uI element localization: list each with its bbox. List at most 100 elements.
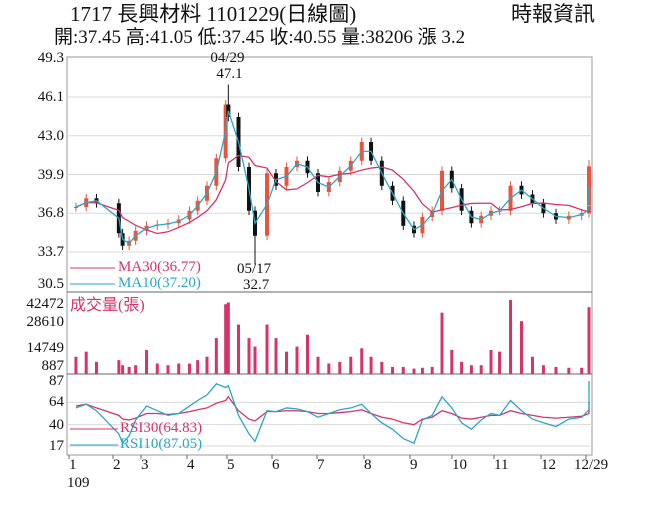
volume-bar xyxy=(177,363,181,374)
month-label: 4 xyxy=(187,457,195,473)
volume-bar xyxy=(554,366,558,374)
volume-bar xyxy=(420,367,424,374)
month-label: 2 xyxy=(113,457,121,473)
volume-bar xyxy=(155,363,159,374)
volume-bar xyxy=(237,324,240,374)
rsi-tick-label: 64 xyxy=(49,394,64,411)
volume-tick-label: 14749 xyxy=(26,340,65,356)
plot-frame xyxy=(66,56,593,456)
volume-bar xyxy=(520,321,523,374)
month-label: 5 xyxy=(227,457,235,473)
annotation-date: 04/29 xyxy=(210,50,245,66)
volume-bar xyxy=(145,349,149,374)
rsi-tick-label: 17 xyxy=(49,438,64,454)
year-label: 109 xyxy=(67,475,90,491)
volume-bar xyxy=(187,363,191,374)
volume-bar xyxy=(166,365,170,374)
rsi10-legend: RSI10(87.05) xyxy=(120,436,203,452)
volume-bar xyxy=(196,360,200,374)
month-label: 10 xyxy=(452,457,467,473)
price-tick-label: 46.1 xyxy=(37,89,64,105)
chart-title: 1717 長興材料 1101229(日線圖) xyxy=(70,2,357,26)
volume-bar xyxy=(134,365,138,374)
volume-bar xyxy=(285,351,288,374)
volume-bar xyxy=(224,304,228,374)
volume-bar xyxy=(509,300,513,374)
volume-bar xyxy=(530,356,534,374)
month-label: 1 xyxy=(69,457,77,473)
month-label: 11 xyxy=(494,457,509,473)
month-label: 9 xyxy=(410,457,418,473)
month-label: 12 xyxy=(541,457,556,473)
volume-bar xyxy=(440,312,444,374)
rsi30-legend: RSI30(64.83) xyxy=(120,420,203,436)
volume-bar xyxy=(274,338,278,374)
volume-bar xyxy=(412,368,416,374)
volume-bar xyxy=(74,356,78,374)
annotation-value: 32.7 xyxy=(243,277,270,293)
rsi-tick-label: 40 xyxy=(49,416,64,433)
price-tick-label: 36.8 xyxy=(37,205,64,222)
volume-bar xyxy=(306,334,309,374)
volume-bar xyxy=(587,307,591,374)
volume-bar xyxy=(380,361,384,374)
volume-bar xyxy=(580,367,584,374)
volume-bar xyxy=(327,363,331,374)
volume-bar xyxy=(498,351,502,374)
annotation-value: 47.1 xyxy=(216,66,243,82)
volume-tick-label: 28610 xyxy=(26,314,65,330)
volume-bar xyxy=(430,366,434,374)
volume-bar xyxy=(360,348,364,374)
volume-bar xyxy=(460,361,464,374)
volume-bar xyxy=(401,366,405,374)
volume-bar xyxy=(541,365,545,374)
volume-bar xyxy=(205,356,209,374)
month-label: 3 xyxy=(141,457,149,473)
volume-bar xyxy=(214,338,218,374)
volume-bar xyxy=(265,324,269,374)
ma30-legend: MA30(36.77) xyxy=(118,259,201,275)
volume-bar xyxy=(253,346,257,374)
volume-bar xyxy=(469,365,473,374)
annotation-date: 05/17 xyxy=(237,261,272,277)
ma30-line xyxy=(75,154,590,235)
volume-tick-label: 42472 xyxy=(26,296,65,312)
volume-bar xyxy=(567,367,571,374)
volume-bar xyxy=(450,349,454,374)
volume-bar xyxy=(369,356,373,374)
ma10-legend: MA10(37.20) xyxy=(118,275,201,291)
volume-bar xyxy=(247,338,251,374)
source-label: 時報資訊 xyxy=(511,2,595,26)
rsi-tick-label: 87 xyxy=(49,373,64,389)
volume-bar xyxy=(316,356,320,374)
price-tick-label: 49.3 xyxy=(37,50,64,66)
volume-bar xyxy=(349,356,353,374)
volume-bar xyxy=(489,349,493,374)
candle-body xyxy=(587,166,591,206)
month-label: 6 xyxy=(272,457,280,473)
price-tick-label: 30.5 xyxy=(37,276,64,292)
price-tick-label: 33.7 xyxy=(37,244,64,260)
month-label: 8 xyxy=(364,457,372,473)
rsi10-line xyxy=(75,380,590,445)
ma10-line xyxy=(75,110,590,245)
volume-bar xyxy=(391,366,395,374)
volume-bar xyxy=(226,302,230,374)
candle-body xyxy=(73,207,78,208)
volume-tick-label: 887 xyxy=(41,358,65,374)
volume-bar xyxy=(295,346,299,374)
volume-title: 成交量(張) xyxy=(70,297,145,314)
month-label: 7 xyxy=(317,457,325,473)
price-tick-label: 39.9 xyxy=(37,166,64,183)
quote-summary: 開:37.45 高:41.05 低:37.45 收:40.55 量:38206 … xyxy=(54,27,466,48)
volume-bar xyxy=(117,360,121,374)
volume-bar xyxy=(479,365,483,374)
volume-bar xyxy=(338,361,342,374)
volume-bar xyxy=(94,361,98,374)
volume-bar xyxy=(127,366,131,374)
price-tick-label: 43.0 xyxy=(37,127,64,144)
volume-bar xyxy=(121,365,125,374)
month-label: 12/29 xyxy=(574,457,609,473)
